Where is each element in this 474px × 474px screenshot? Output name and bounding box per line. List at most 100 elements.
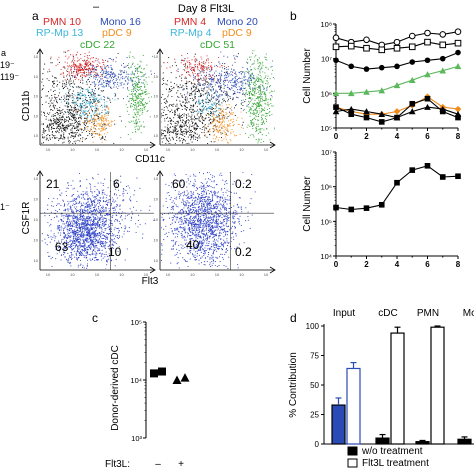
flow-dot-cdc (253, 103, 255, 105)
flow-dot-black (163, 109, 165, 111)
flow-dot-black (174, 109, 176, 111)
flow-dot-cdc (133, 82, 136, 85)
flow-dot-blue (59, 226, 61, 228)
flow-dot-blue (93, 253, 95, 255)
flow-dot-cdc (252, 89, 254, 91)
flow-dot-blue (83, 233, 85, 235)
flow-dot-blue (96, 202, 98, 204)
flow-dot-cdc (143, 103, 145, 105)
flow-dot-blue (63, 248, 65, 250)
flow-dot-cdc (250, 108, 252, 110)
flow-dot-black (59, 128, 61, 130)
flow-dot-rpmp (85, 96, 88, 98)
flow-dot-mono (240, 84, 242, 86)
flow-dot-black (70, 154, 71, 155)
flow-dot-pmn (198, 61, 201, 63)
flow-dot-pdc (234, 135, 236, 137)
flow-dot-blue (73, 214, 75, 216)
flow-dot-blue (116, 227, 118, 230)
flow-dot-mono (210, 96, 212, 98)
flow-dot-black (71, 132, 73, 134)
flow-dot-black (180, 116, 182, 118)
flow-dot-black (181, 122, 183, 124)
flow-dot-black (77, 147, 78, 148)
flow-dot-pdc (213, 134, 216, 136)
flow-dot-black (198, 82, 200, 84)
flow-dot-mono (230, 68, 233, 70)
flow-dot-black (78, 87, 80, 89)
flow-dot-black (78, 108, 80, 110)
flow-dot-rpmp (206, 99, 208, 101)
flow-dot-black (161, 112, 162, 114)
flow-dot-black (91, 134, 93, 136)
flow-dot-black (186, 146, 187, 147)
flow-dot-pdc (217, 132, 220, 134)
flow-dot-cdc (249, 91, 252, 93)
flow-dot-cdc (132, 116, 134, 118)
flow-dot-cdc (131, 89, 133, 91)
flow-dot-cdc (265, 75, 267, 77)
flow-dot-cdc (244, 132, 246, 134)
flow-dot-cdc (130, 93, 133, 95)
flow-dot-blue (76, 244, 78, 247)
flow-dot-black (181, 105, 183, 107)
flow-dot-black (54, 82, 56, 85)
flow-dot-mono (210, 79, 212, 81)
flow-dot-black (68, 80, 70, 82)
flow-dot-mono (99, 80, 101, 82)
flow-dot-black (171, 109, 173, 111)
flow-dot-black (37, 130, 38, 131)
flow-dot-black (26, 86, 27, 87)
flow-dot-black (215, 126, 217, 128)
flow-dot-black (164, 130, 167, 132)
flow-dot-mono (122, 98, 125, 100)
flow-dot-black (198, 99, 200, 101)
flow-dot-cdc (258, 90, 260, 92)
flow-dot-black (220, 137, 223, 139)
flow-dot-mono (115, 86, 117, 88)
flow-dot-black (102, 124, 104, 126)
flow-dot-cdc (249, 81, 251, 83)
flow-dot-mono (136, 70, 138, 72)
flow-dot-black (190, 104, 192, 106)
flow-dot-black (197, 83, 199, 85)
flow-dot-black (201, 131, 203, 134)
flow-dot-blue (63, 227, 65, 229)
flow-dot-mono (232, 77, 234, 79)
flow-dot-blue (104, 244, 106, 246)
flow-dot-pmn (224, 65, 226, 67)
flow-dot-cdc (256, 126, 258, 128)
flow-dot-black (183, 101, 185, 103)
flow-dot-blue (89, 232, 91, 234)
flow-dot-cdc (139, 88, 142, 90)
flow-dot-blue (70, 228, 72, 230)
flow-dot-pmn (186, 68, 188, 70)
flow-dot-black (48, 97, 50, 99)
flow-dot-mono (224, 63, 226, 65)
flow-dot-black (94, 95, 96, 97)
flow-dot-mono (125, 75, 127, 77)
flow-dot-black (67, 151, 68, 152)
flow-dot-black (76, 122, 78, 124)
flow-dot-black (52, 109, 54, 111)
flow-dot-cdc (136, 107, 138, 109)
flow-dot-blue (82, 218, 84, 220)
flow-dot-mono (242, 67, 244, 69)
flow-dot-pdc (107, 131, 109, 134)
flow-dot-rpmp (210, 104, 212, 106)
flow-dot-black (73, 116, 75, 118)
flow-dot-black (49, 70, 51, 72)
flow-dot-cdc (132, 131, 134, 134)
flow-dot-pmn (193, 68, 195, 70)
flow-dot-mono (101, 84, 103, 86)
flow-dot-cdc (134, 101, 136, 104)
flow-dot-black (58, 109, 60, 111)
flow-dot-blue (112, 214, 114, 216)
flow-dot-black (66, 95, 68, 97)
flow-dot-rpmp (218, 111, 221, 113)
flow-dot-black (79, 147, 80, 148)
flow-dot-blue (78, 228, 80, 230)
flow-dot-mono (70, 67, 72, 69)
flow-dot-pmn (94, 72, 97, 74)
flow-dot-rpmp (76, 103, 78, 105)
